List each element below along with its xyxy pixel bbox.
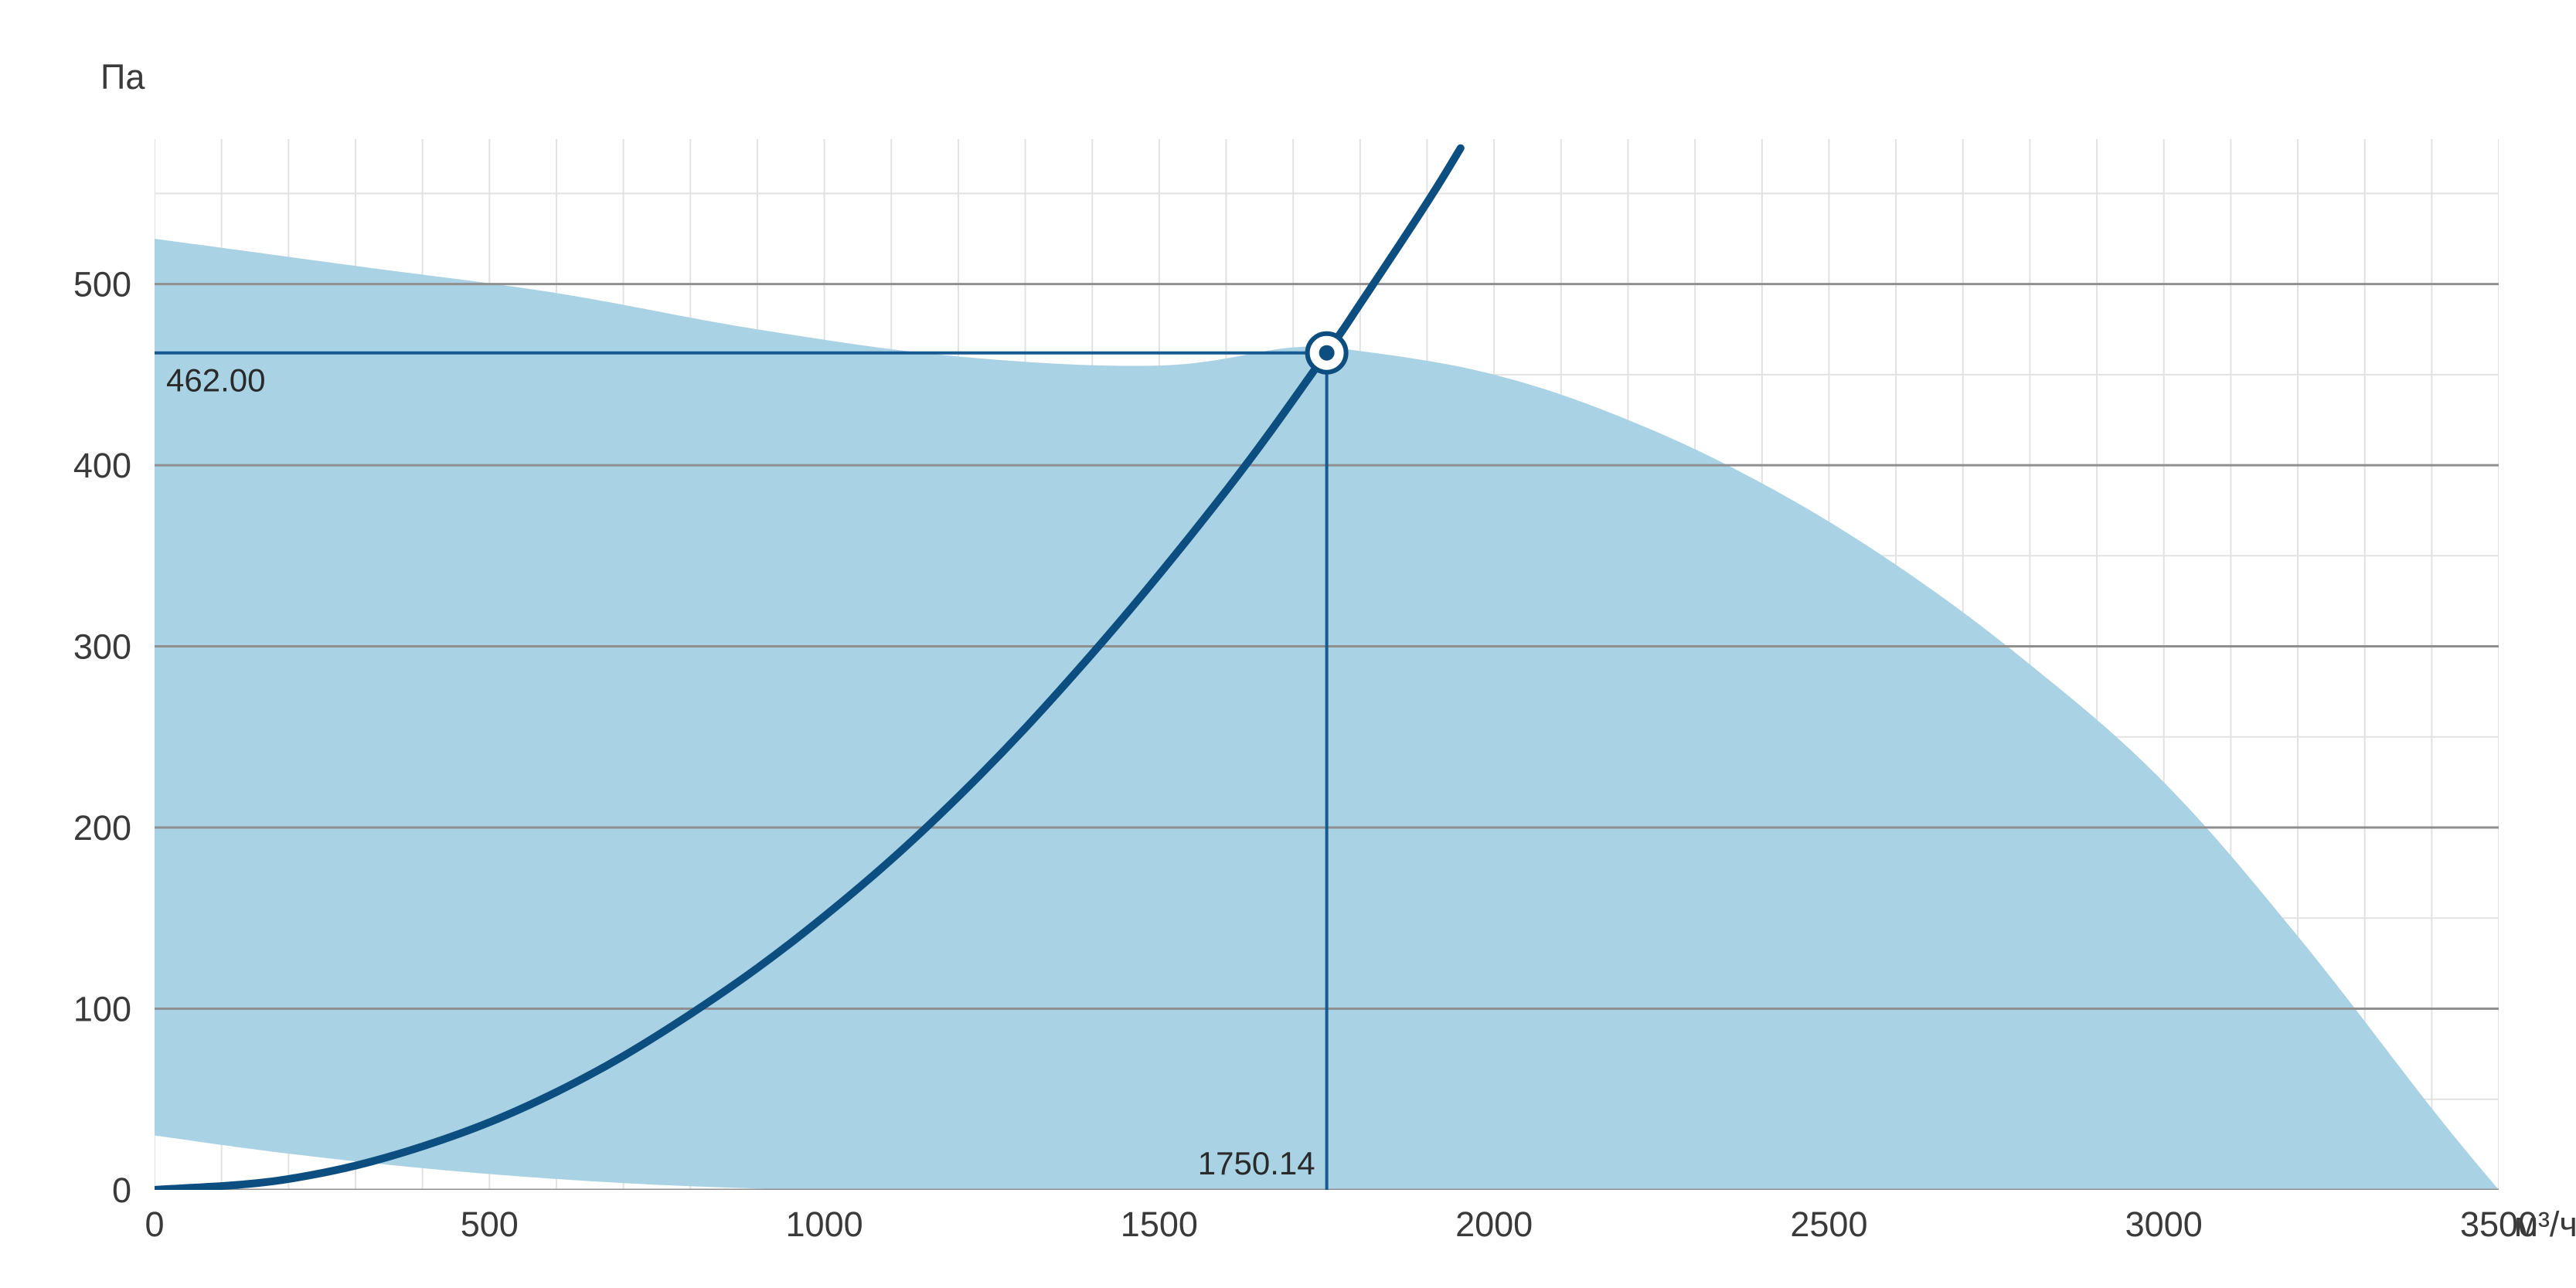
operating-point-marker xyxy=(1308,334,1346,372)
y-axis-label: Па xyxy=(100,57,145,97)
y-tick-label: 0 xyxy=(112,1171,131,1210)
y-tick-label: 400 xyxy=(73,446,131,485)
y-tick-label: 200 xyxy=(73,808,131,848)
chart-svg: 0500100015002000250030003500010020030040… xyxy=(0,0,2576,1288)
x-tick-label: 0 xyxy=(145,1205,164,1244)
operating-point-x-label: 1750.14 xyxy=(1198,1145,1315,1181)
x-axis-label: м³/ч xyxy=(2514,1205,2576,1244)
y-tick-label: 300 xyxy=(73,627,131,667)
x-tick-label: 1500 xyxy=(1121,1205,1198,1244)
fan-curve-chart: 0500100015002000250030003500010020030040… xyxy=(0,0,2576,1288)
operating-point-y-label: 462.00 xyxy=(166,362,265,399)
x-tick-label: 2500 xyxy=(1790,1205,1867,1244)
y-tick-label: 100 xyxy=(73,990,131,1029)
y-tick-label: 500 xyxy=(73,265,131,304)
x-tick-label: 3000 xyxy=(2125,1205,2203,1244)
x-tick-label: 500 xyxy=(461,1205,519,1244)
x-tick-label: 1000 xyxy=(786,1205,863,1244)
x-tick-label: 2000 xyxy=(1455,1205,1533,1244)
